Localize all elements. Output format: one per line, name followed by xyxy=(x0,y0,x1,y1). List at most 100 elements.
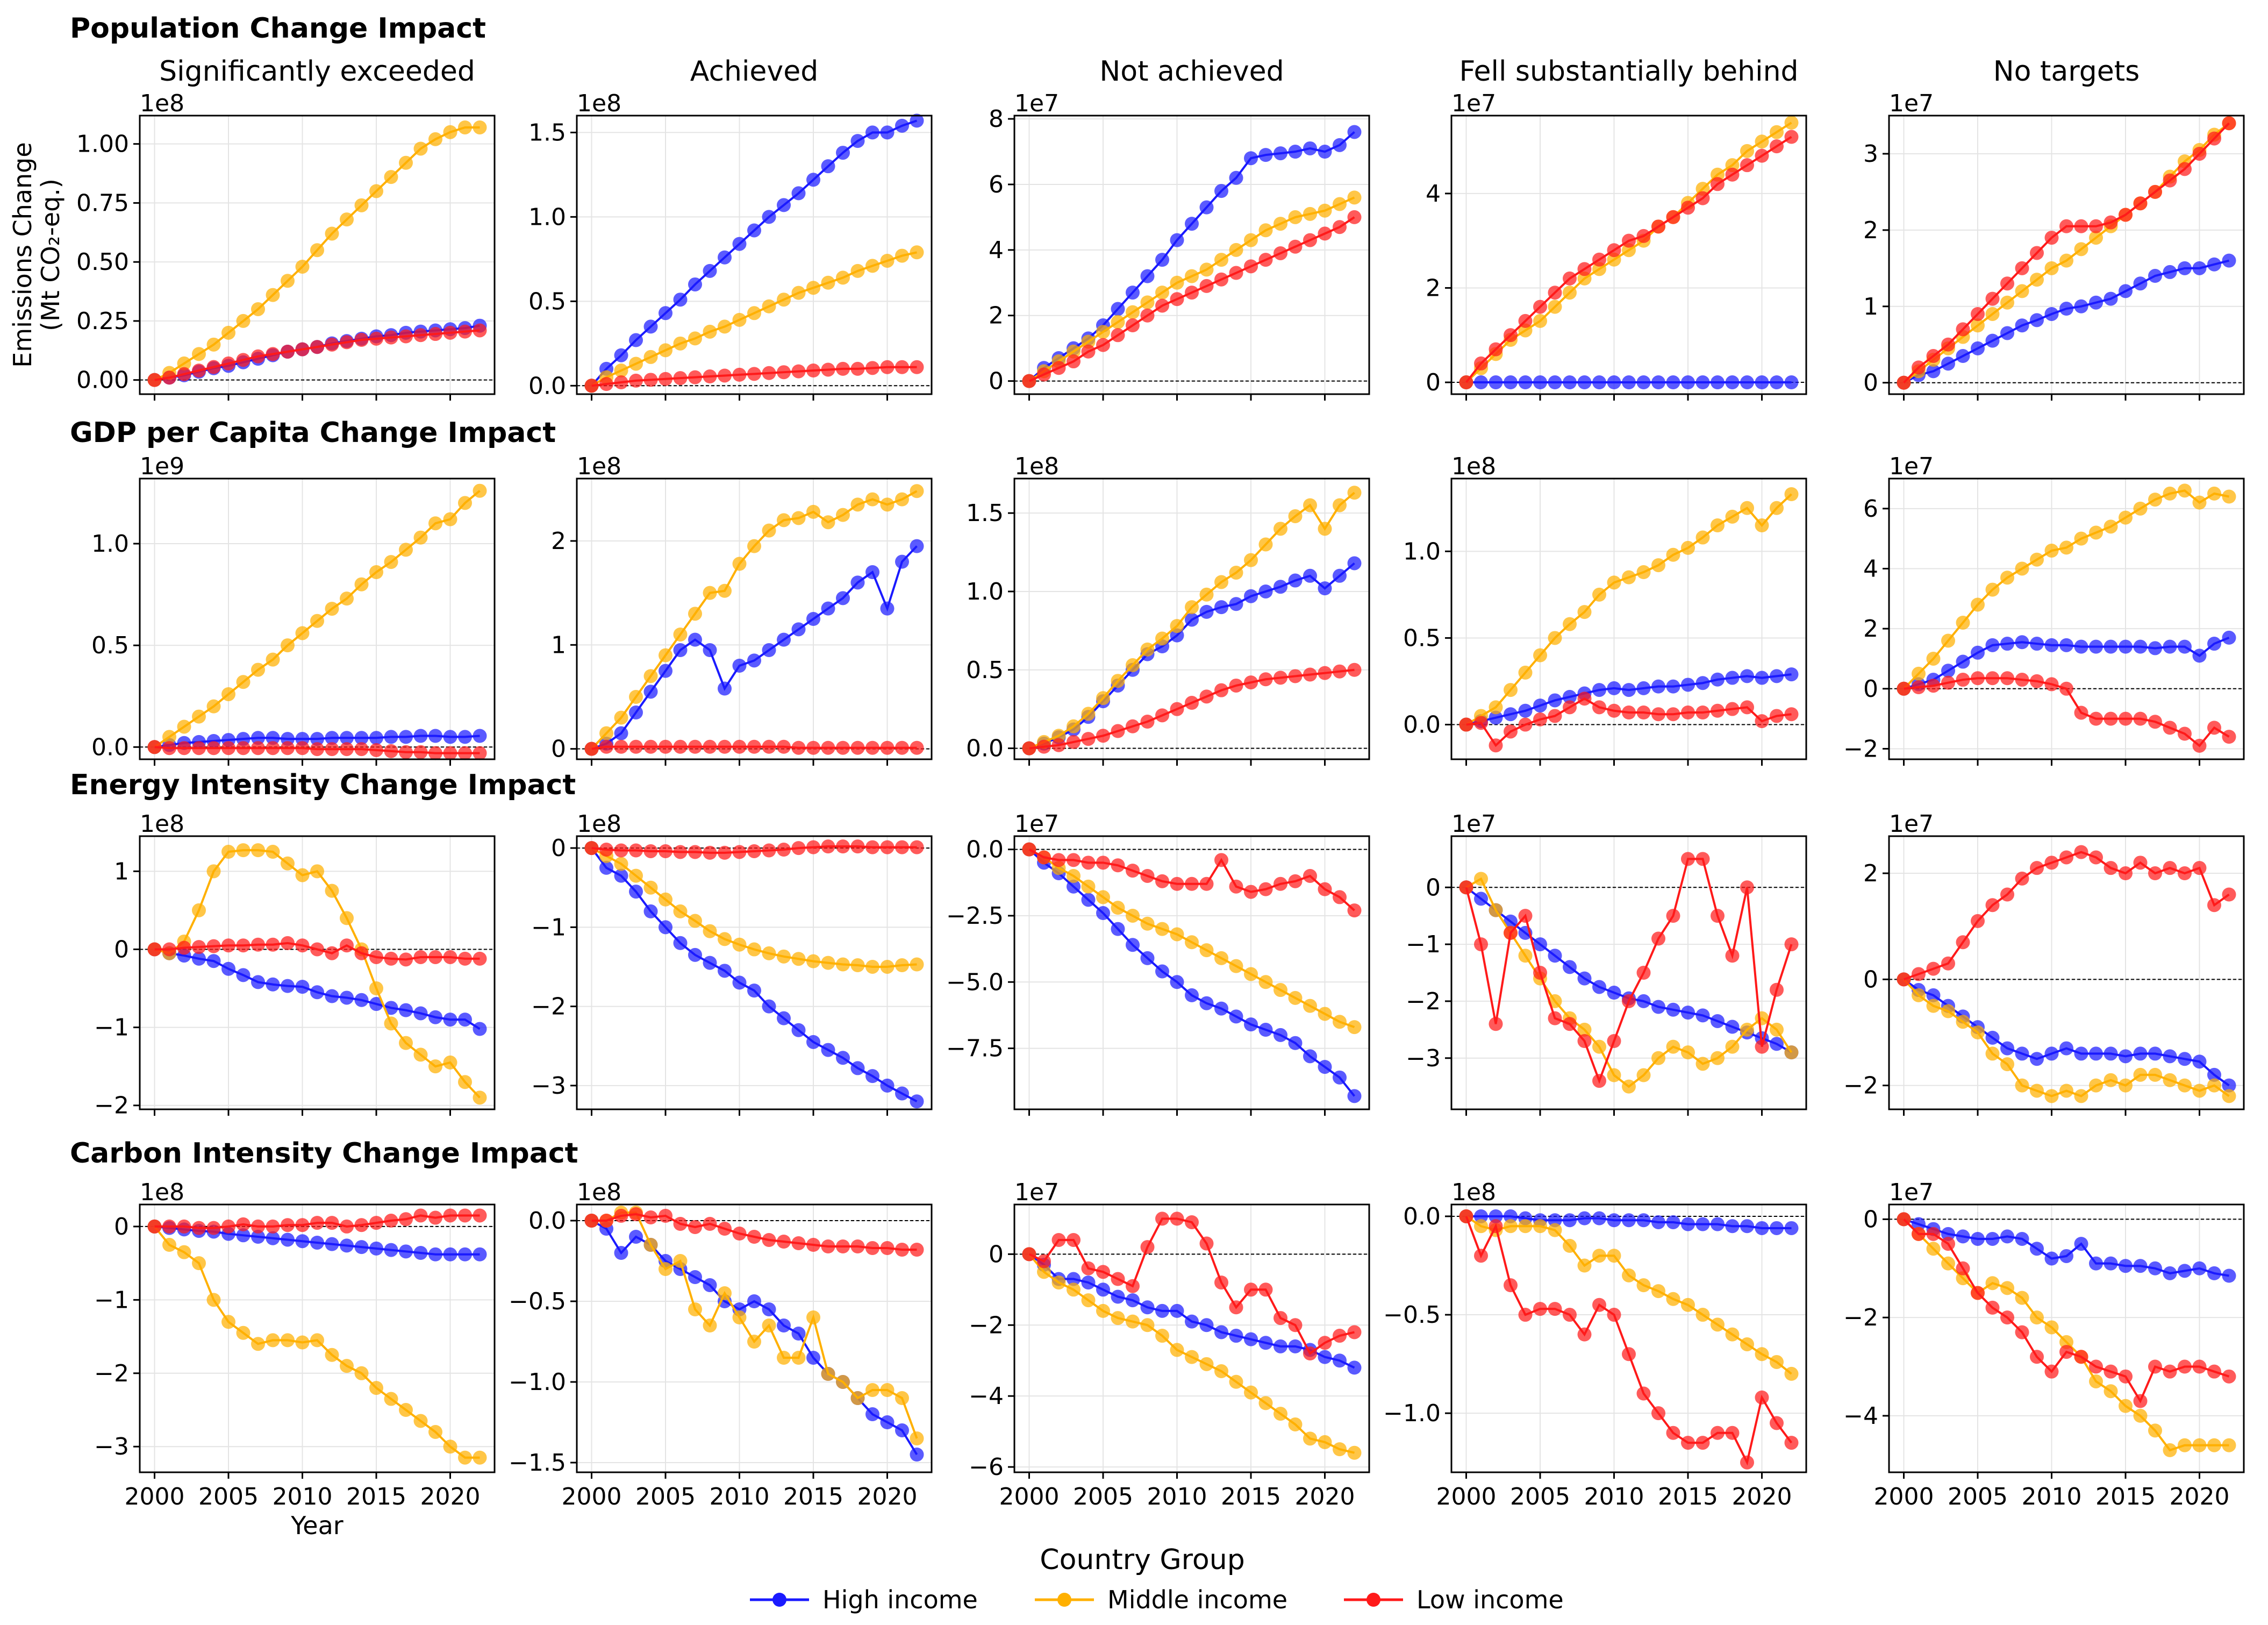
data-point xyxy=(791,511,806,525)
data-point xyxy=(895,554,909,569)
data-point xyxy=(162,942,176,957)
data-point xyxy=(1258,537,1273,552)
data-point xyxy=(1926,961,1941,976)
data-point xyxy=(718,250,732,265)
data-point xyxy=(281,1333,295,1348)
data-point xyxy=(1725,1426,1740,1440)
row-title: Carbon Intensity Change Impact xyxy=(70,1137,578,1170)
data-point xyxy=(614,364,628,378)
data-point xyxy=(777,513,791,528)
data-point xyxy=(821,740,835,755)
data-point xyxy=(2030,1052,2044,1066)
data-point xyxy=(910,360,924,374)
data-point xyxy=(2192,861,2207,875)
data-point xyxy=(458,324,472,339)
data-point xyxy=(703,643,717,657)
data-point xyxy=(1636,681,1651,695)
data-point xyxy=(1548,949,1562,963)
data-point xyxy=(2207,1067,2221,1082)
data-point xyxy=(2222,253,2236,268)
data-point xyxy=(206,1293,221,1307)
data-point xyxy=(791,841,806,856)
data-point xyxy=(1126,1279,1140,1293)
data-point xyxy=(2148,1423,2162,1438)
data-point xyxy=(2133,856,2148,870)
column-title: Not achieved xyxy=(1099,55,1284,88)
data-point xyxy=(1971,1231,1985,1246)
data-point xyxy=(2207,131,2221,146)
data-point xyxy=(1347,662,1362,677)
axis-multiplier: 1e7 xyxy=(1889,90,1934,117)
x-axis-label: Year xyxy=(290,1511,343,1540)
data-point xyxy=(614,710,628,725)
data-point xyxy=(1681,540,1695,555)
data-point xyxy=(1111,315,1125,329)
data-point xyxy=(1333,498,1347,512)
data-point xyxy=(1755,1390,1769,1405)
data-point xyxy=(777,293,791,307)
data-point xyxy=(1926,679,1941,693)
data-point xyxy=(295,1234,310,1249)
data-point xyxy=(2178,1359,2192,1374)
data-point xyxy=(643,904,658,918)
data-point xyxy=(2044,677,2059,692)
data-point xyxy=(1081,893,1096,907)
y-tick-label: 1.0 xyxy=(91,530,129,558)
data-point xyxy=(2207,257,2221,272)
data-point xyxy=(688,845,702,859)
data-point xyxy=(777,1318,791,1332)
data-point xyxy=(1956,654,1970,669)
data-point xyxy=(614,726,628,740)
data-point xyxy=(1651,1284,1665,1299)
data-point xyxy=(1170,1303,1184,1318)
data-point xyxy=(1185,600,1199,615)
data-point xyxy=(732,739,747,754)
data-point xyxy=(1725,375,1740,390)
data-point xyxy=(1185,988,1199,1002)
panel: −2 0 2 4 6 1e7 xyxy=(1843,453,2245,766)
data-point xyxy=(865,1069,879,1084)
y-tick-label: 6 xyxy=(1863,495,1878,523)
data-point xyxy=(1770,669,1784,683)
data-point xyxy=(1533,648,1547,662)
data-point xyxy=(747,1230,761,1244)
data-point xyxy=(2178,726,2192,741)
data-point xyxy=(643,350,658,364)
data-point xyxy=(221,845,235,859)
data-point xyxy=(2044,856,2059,870)
data-point xyxy=(1273,983,1287,997)
y-tick-label: −2 xyxy=(531,993,566,1021)
data-point xyxy=(791,286,806,300)
data-point xyxy=(340,911,354,925)
data-point xyxy=(1214,951,1228,965)
data-point xyxy=(1185,1215,1199,1229)
data-point xyxy=(836,508,850,522)
x-tick-label: 2010 xyxy=(273,1483,333,1510)
y-tick-label: 0.50 xyxy=(76,248,129,276)
data-point xyxy=(614,1209,628,1223)
panel: −2 0 2 1e7 xyxy=(1843,810,2245,1116)
data-point xyxy=(865,565,879,579)
data-point xyxy=(1229,1374,1243,1389)
data-point xyxy=(1229,170,1243,185)
data-point xyxy=(1037,367,1051,382)
data-point xyxy=(281,979,295,993)
data-point xyxy=(1111,1289,1125,1304)
data-point xyxy=(1214,600,1228,615)
data-point xyxy=(354,1240,369,1255)
data-point xyxy=(2192,648,2207,663)
data-point xyxy=(880,125,895,140)
data-point xyxy=(1711,1317,1725,1332)
data-point xyxy=(1956,673,1970,687)
data-point xyxy=(1971,645,1985,660)
data-point xyxy=(1333,1353,1347,1368)
data-point xyxy=(806,504,820,519)
data-point xyxy=(895,1086,909,1101)
data-point xyxy=(2059,540,2073,555)
y-tick-label: 1 xyxy=(551,631,566,659)
data-point xyxy=(703,956,717,970)
data-point xyxy=(747,942,761,957)
data-point xyxy=(1244,885,1258,899)
data-point xyxy=(1347,903,1362,918)
data-point xyxy=(732,1227,747,1241)
